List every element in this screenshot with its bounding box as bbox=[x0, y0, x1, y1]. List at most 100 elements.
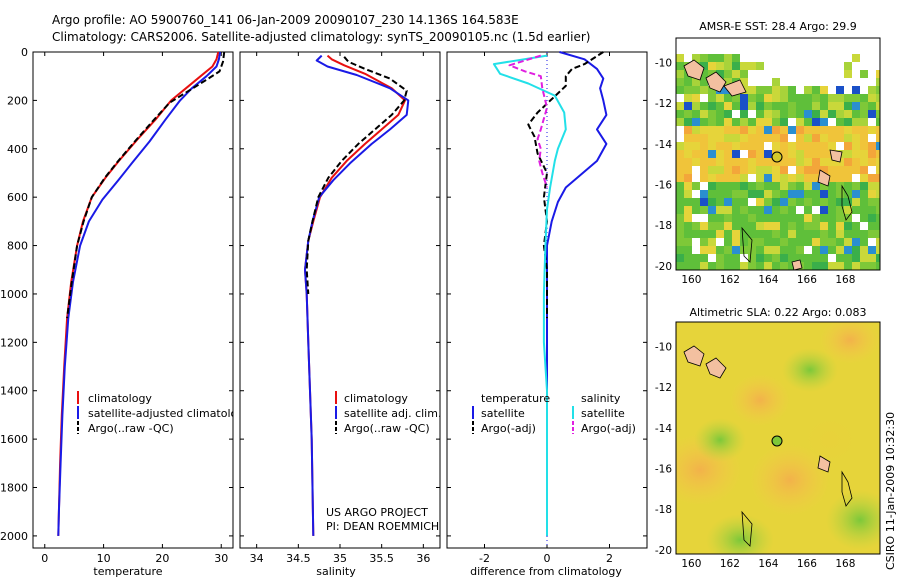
island-outline bbox=[841, 470, 853, 507]
temperature-xlabel: temperature bbox=[93, 565, 162, 578]
sst-cell bbox=[748, 166, 756, 174]
sst-cell bbox=[684, 190, 692, 198]
sst-cell bbox=[716, 214, 724, 222]
legend-label-argo: Argo(..raw -QC) bbox=[344, 422, 430, 435]
sst-cell bbox=[788, 174, 796, 182]
sst-cell bbox=[804, 182, 812, 190]
map-y-tick-label: -18 bbox=[655, 504, 672, 516]
sst-cell bbox=[788, 102, 796, 110]
sst-cell bbox=[764, 158, 772, 166]
sst-cell bbox=[764, 86, 772, 94]
sst-cell bbox=[740, 190, 748, 198]
sla-low bbox=[782, 348, 838, 392]
sst-cell bbox=[852, 166, 860, 174]
sst-cell bbox=[684, 142, 692, 150]
sst-cell bbox=[708, 262, 716, 270]
sst-cell bbox=[772, 222, 780, 230]
sst-cell bbox=[772, 134, 780, 142]
sst-cell bbox=[828, 134, 836, 142]
sst-cell bbox=[700, 190, 708, 198]
sst-cell bbox=[860, 158, 868, 166]
sst-cell bbox=[724, 238, 732, 246]
series-line-salinity-argo-adj bbox=[508, 54, 548, 188]
sst-cell bbox=[820, 238, 828, 246]
sst-cell bbox=[836, 166, 844, 174]
sst-cell bbox=[700, 206, 708, 214]
credit-project: US ARGO PROJECT bbox=[326, 506, 428, 519]
sst-cell bbox=[772, 174, 780, 182]
sst-cell bbox=[692, 230, 700, 238]
sst-cell bbox=[764, 214, 772, 222]
sst-cell bbox=[772, 102, 780, 110]
sst-cell bbox=[676, 230, 684, 238]
sst-cell bbox=[836, 134, 844, 142]
sst-cell bbox=[708, 86, 716, 94]
sst-cell bbox=[724, 230, 732, 238]
sst-cell bbox=[716, 190, 724, 198]
sst-cell bbox=[708, 198, 716, 206]
sst-cell bbox=[732, 222, 740, 230]
sst-cell bbox=[708, 166, 716, 174]
sst-cell bbox=[812, 222, 820, 230]
sst-cell bbox=[676, 198, 684, 206]
sst-cell bbox=[700, 110, 708, 118]
legend-label-climatology: climatology bbox=[344, 392, 408, 405]
sst-cell bbox=[756, 134, 764, 142]
sst-cell bbox=[692, 206, 700, 214]
sst-cell bbox=[796, 118, 804, 126]
sst-cell bbox=[804, 222, 812, 230]
map-x-tick-label: 162 bbox=[720, 558, 740, 570]
sst-cell bbox=[780, 214, 788, 222]
sst-cell bbox=[812, 150, 820, 158]
sst-cell bbox=[796, 214, 804, 222]
series-line-temperature-satellite bbox=[546, 51, 608, 536]
sst-cell bbox=[764, 102, 772, 110]
sst-cell bbox=[844, 190, 852, 198]
sst-cell bbox=[748, 126, 756, 134]
sla-high bbox=[820, 322, 880, 364]
sst-cell bbox=[804, 206, 812, 214]
sst-cell bbox=[876, 158, 880, 166]
sst-cell bbox=[716, 70, 724, 78]
sst-cell bbox=[796, 142, 804, 150]
x-tick-label: 2 bbox=[606, 552, 613, 565]
sst-cell bbox=[764, 118, 772, 126]
sst-cell bbox=[756, 166, 764, 174]
sla-map-title: Altimetric SLA: 0.22 Argo: 0.083 bbox=[689, 306, 866, 319]
sst-cell bbox=[804, 174, 812, 182]
sst-cell bbox=[748, 150, 756, 158]
sst-cell bbox=[820, 198, 828, 206]
sst-cell bbox=[724, 142, 732, 150]
sst-cell bbox=[844, 134, 852, 142]
sst-cell bbox=[868, 254, 876, 262]
sst-cell bbox=[716, 254, 724, 262]
sst-cell bbox=[764, 174, 772, 182]
sst-cell bbox=[780, 166, 788, 174]
sst-cell bbox=[748, 102, 756, 110]
sst-cell bbox=[876, 94, 880, 102]
sst-cell bbox=[756, 174, 764, 182]
sla-low bbox=[826, 490, 880, 550]
sst-cell bbox=[828, 126, 836, 134]
sst-cell bbox=[676, 206, 684, 214]
sst-cell bbox=[684, 126, 692, 134]
sst-cell bbox=[692, 78, 700, 86]
sst-cell bbox=[780, 198, 788, 206]
sst-cell bbox=[708, 206, 716, 214]
sst-cell bbox=[732, 174, 740, 182]
sst-cell bbox=[868, 158, 876, 166]
sst-cell bbox=[796, 158, 804, 166]
map-y-tick-label: -14 bbox=[655, 139, 672, 151]
sst-cell bbox=[812, 254, 820, 262]
sst-cell bbox=[724, 262, 732, 270]
sst-cell bbox=[756, 214, 764, 222]
sst-cell bbox=[836, 86, 844, 94]
sst-cell bbox=[796, 222, 804, 230]
sst-cell bbox=[772, 78, 780, 86]
sst-cell bbox=[740, 158, 748, 166]
sst-cell bbox=[676, 150, 684, 158]
sst-cell bbox=[804, 134, 812, 142]
sst-cell bbox=[820, 246, 828, 254]
sst-cell bbox=[692, 222, 700, 230]
sst-cell bbox=[772, 214, 780, 222]
